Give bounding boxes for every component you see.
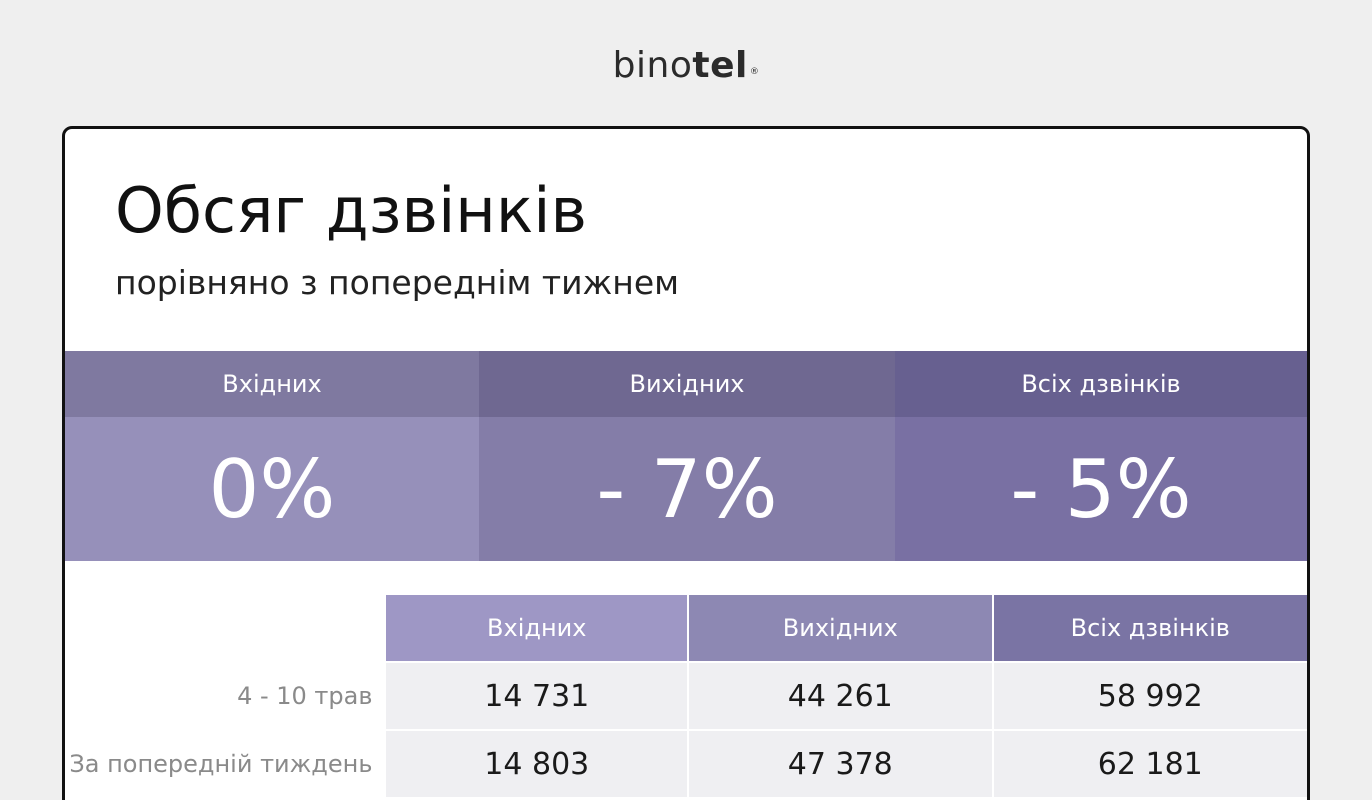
table-corner — [65, 595, 384, 661]
table-row: За попередній тиждень 14 803 47 378 62 1… — [65, 731, 1307, 797]
stat-incoming: Вхідних 0% — [65, 351, 479, 561]
stat-outgoing: Вихідних - 7% — [479, 351, 895, 561]
logo-text-bold: tel — [692, 45, 748, 86]
stat-outgoing-value: - 7% — [479, 417, 895, 561]
stat-incoming-value: 0% — [65, 417, 479, 561]
row-label-current-week: 4 - 10 трав — [237, 682, 373, 710]
cell-previous-outgoing: 47 378 — [689, 731, 992, 797]
cell-current-outgoing: 44 261 — [689, 663, 992, 729]
page-title: Обсяг дзвінків — [115, 174, 588, 247]
cell-previous-incoming: 14 803 — [386, 731, 688, 797]
call-counts-table: Вхідних Вихідних Всіх дзвінків 4 - 10 тр… — [65, 595, 1307, 797]
cell-previous-total: 62 181 — [993, 731, 1307, 797]
stat-total-label: Всіх дзвінків — [895, 351, 1307, 417]
binotel-logo: binotel ® — [0, 42, 1372, 90]
cell-current-total: 58 992 — [993, 663, 1307, 729]
percent-change-panel: Вхідних 0% Вихідних - 7% Всіх дзвінків -… — [65, 351, 1307, 561]
page-subtitle: порівняно з попереднім тижнем — [115, 263, 680, 302]
column-header-outgoing: Вихідних — [689, 595, 992, 661]
logo-text-light: bino — [612, 45, 693, 86]
stat-outgoing-label: Вихідних — [479, 351, 895, 417]
column-header-incoming: Вхідних — [386, 595, 688, 661]
stat-incoming-label: Вхідних — [65, 351, 479, 417]
call-volume-card: Обсяг дзвінків порівняно з попереднім ти… — [62, 126, 1310, 800]
row-label-previous-week: За попередній тиждень — [69, 750, 373, 778]
registered-mark: ® — [749, 67, 760, 77]
table-row: 4 - 10 трав 14 731 44 261 58 992 — [65, 663, 1307, 729]
table-header-row: Вхідних Вихідних Всіх дзвінків — [65, 595, 1307, 661]
stat-total-value: - 5% — [895, 417, 1307, 561]
stat-total: Всіх дзвінків - 5% — [895, 351, 1307, 561]
cell-current-incoming: 14 731 — [386, 663, 688, 729]
column-header-total: Всіх дзвінків — [993, 595, 1307, 661]
